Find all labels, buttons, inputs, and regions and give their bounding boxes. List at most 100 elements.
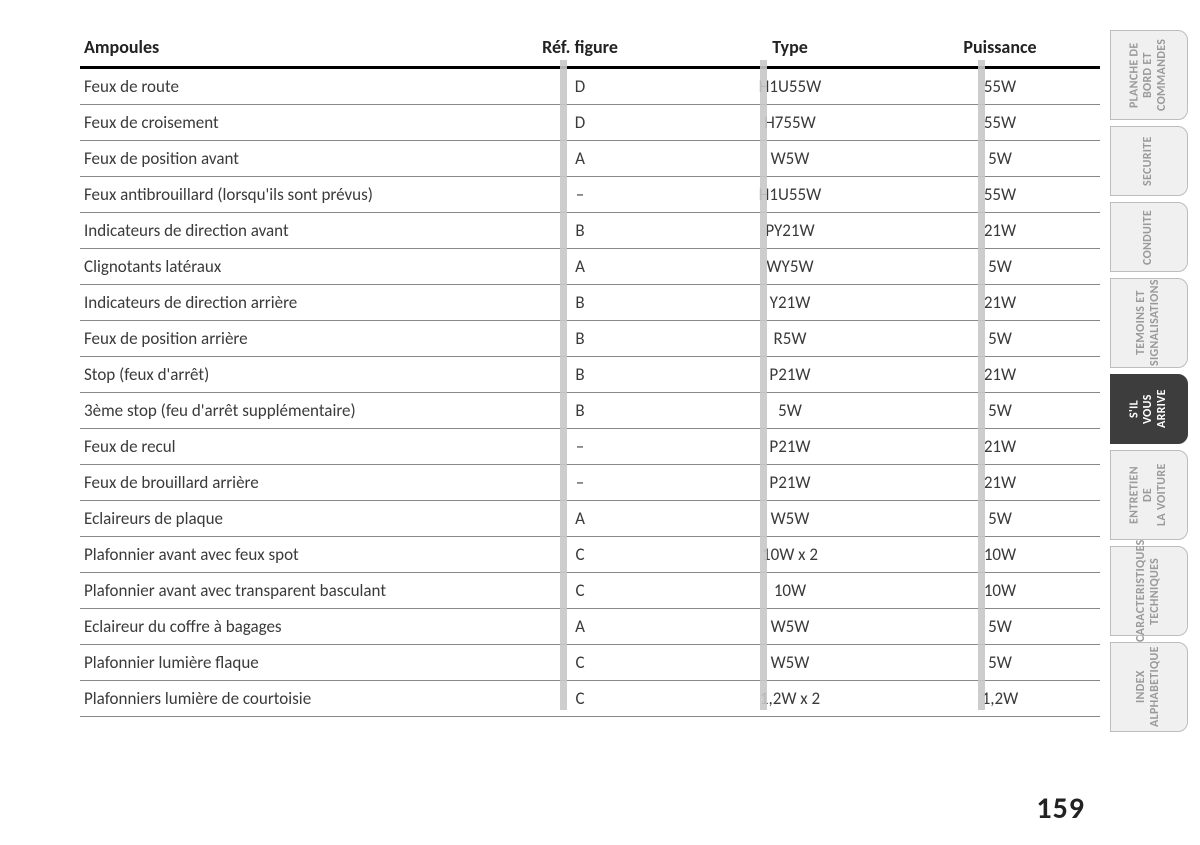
cell-ampoule: Plafonniers lumière de courtoisie <box>80 681 480 717</box>
section-tab[interactable]: TEMOINS ET SIGNALISATIONS <box>1110 278 1188 368</box>
cell-puissance: 21W <box>900 465 1100 501</box>
cell-ampoule: Plafonnier avant avec transparent bascul… <box>80 573 480 609</box>
cell-ref: B <box>480 213 680 249</box>
cell-ref: D <box>480 68 680 105</box>
cell-ref: B <box>480 321 680 357</box>
table-row: Feux de brouillard arrière–P21W21W <box>80 465 1100 501</box>
table-row: Feux antibrouillard (lorsqu'ils sont pré… <box>80 177 1100 213</box>
cell-ref: C <box>480 645 680 681</box>
table-row: Indicateurs de direction avantBPY21W21W <box>80 213 1100 249</box>
bulbs-table: Ampoules Réf. figure Type Puissance Feux… <box>80 30 1100 717</box>
cell-ampoule: Indicateurs de direction avant <box>80 213 480 249</box>
cell-puissance: 5W <box>900 501 1100 537</box>
col-header-type: Type <box>680 30 900 68</box>
col-header-ampoules: Ampoules <box>80 30 480 68</box>
column-separator <box>978 60 985 710</box>
cell-ref: A <box>480 141 680 177</box>
section-tab[interactable]: PLANCHE DE BORD ET COMMANDES <box>1110 30 1188 120</box>
cell-puissance: 55W <box>900 177 1100 213</box>
table-row: Plafonnier avant avec feux spotC10W x 21… <box>80 537 1100 573</box>
cell-ampoule: Eclaireurs de plaque <box>80 501 480 537</box>
table-row: 3ème stop (feu d'arrêt supplémentaire)B 5… <box>80 393 1100 429</box>
cell-ref: A <box>480 249 680 285</box>
cell-puissance: 5W <box>900 141 1100 177</box>
table-row: Clignotants latérauxAWY5W5W <box>80 249 1100 285</box>
cell-puissance: 5W <box>900 249 1100 285</box>
cell-puissance: 21W <box>900 213 1100 249</box>
cell-puissance: 1,2W <box>900 681 1100 717</box>
cell-type: 1,2W x 2 <box>680 681 900 717</box>
table-row: Feux de routeDH1U55W55W <box>80 68 1100 105</box>
cell-type: P21W <box>680 429 900 465</box>
cell-ampoule: Stop (feux d'arrêt) <box>80 357 480 393</box>
table-body: Feux de routeDH1U55W55WFeux de croisemen… <box>80 68 1100 717</box>
cell-type: H1U55W <box>680 68 900 105</box>
cell-type: H1U55W <box>680 177 900 213</box>
table-row: Plafonnier lumière flaqueCW5W5W <box>80 645 1100 681</box>
cell-puissance: 10W <box>900 573 1100 609</box>
cell-type: 10W <box>680 573 900 609</box>
section-tab[interactable]: CONDUITE <box>1110 202 1188 272</box>
column-separator <box>760 60 767 710</box>
cell-ampoule: Plafonnier avant avec feux spot <box>80 537 480 573</box>
cell-ref: C <box>480 573 680 609</box>
cell-ampoule: Feux de route <box>80 68 480 105</box>
cell-type: W5W <box>680 609 900 645</box>
cell-type: W5W <box>680 645 900 681</box>
cell-puissance: 5W <box>900 393 1100 429</box>
cell-type: Y21W <box>680 285 900 321</box>
cell-puissance: 5W <box>900 321 1100 357</box>
cell-ref: A <box>480 501 680 537</box>
cell-type: WY5W <box>680 249 900 285</box>
cell-type: W5W <box>680 141 900 177</box>
table-row: Stop (feux d'arrêt)BP21W21W <box>80 357 1100 393</box>
table-row: Eclaireur du coffre à bagagesAW5W5W <box>80 609 1100 645</box>
cell-ampoule: Clignotants latéraux <box>80 249 480 285</box>
cell-type: PY21W <box>680 213 900 249</box>
table-row: Eclaireurs de plaqueAW5W5W <box>80 501 1100 537</box>
section-tab[interactable]: S'IL VOUS ARRIVE <box>1110 374 1188 444</box>
cell-ref: – <box>480 177 680 213</box>
cell-puissance: 21W <box>900 357 1100 393</box>
cell-puissance: 55W <box>900 105 1100 141</box>
cell-type: H755W <box>680 105 900 141</box>
cell-ampoule: Feux de brouillard arrière <box>80 465 480 501</box>
cell-puissance: 21W <box>900 429 1100 465</box>
cell-ref: C <box>480 537 680 573</box>
cell-type: W5W <box>680 501 900 537</box>
cell-puissance: 55W <box>900 68 1100 105</box>
table-header-row: Ampoules Réf. figure Type Puissance <box>80 30 1100 68</box>
cell-ampoule: Eclaireur du coffre à bagages <box>80 609 480 645</box>
side-tabs: PLANCHE DE BORD ET COMMANDESSECURITECOND… <box>1110 30 1188 732</box>
table-row: Feux de recul–P21W21W <box>80 429 1100 465</box>
page-number: 159 <box>1036 790 1085 827</box>
page-content: Ampoules Réf. figure Type Puissance Feux… <box>80 30 1100 717</box>
column-separator <box>560 60 567 710</box>
cell-ampoule: Feux de position arrière <box>80 321 480 357</box>
table-row: Indicateurs de direction arrièreBY21W21W <box>80 285 1100 321</box>
table-row: Feux de croisementDH755W55W <box>80 105 1100 141</box>
cell-ref: D <box>480 105 680 141</box>
table-row: Plafonniers lumière de courtoisieC1,2W x… <box>80 681 1100 717</box>
table-row: Feux de position avantAW5W5W <box>80 141 1100 177</box>
cell-ref: B <box>480 285 680 321</box>
cell-puissance: 5W <box>900 645 1100 681</box>
table-row: Plafonnier avant avec transparent bascul… <box>80 573 1100 609</box>
cell-type: 10W x 2 <box>680 537 900 573</box>
cell-ampoule: 3ème stop (feu d'arrêt supplémentaire) <box>80 393 480 429</box>
cell-ref: – <box>480 429 680 465</box>
section-tab[interactable]: SECURITE <box>1110 126 1188 196</box>
cell-ref: C <box>480 681 680 717</box>
cell-ref: A <box>480 609 680 645</box>
cell-ref: B <box>480 393 680 429</box>
cell-ampoule: Feux antibrouillard (lorsqu'ils sont pré… <box>80 177 480 213</box>
cell-type: R5W <box>680 321 900 357</box>
col-header-puissance: Puissance <box>900 30 1100 68</box>
cell-puissance: 21W <box>900 285 1100 321</box>
cell-ref: – <box>480 465 680 501</box>
section-tab[interactable]: INDEX ALPHABETIQUE <box>1110 642 1188 732</box>
section-tab[interactable]: ENTRETIEN DE LA VOITURE <box>1110 450 1188 540</box>
cell-type: P21W <box>680 465 900 501</box>
section-tab[interactable]: CARACTERISTIQUES TECHNIQUES <box>1110 546 1188 636</box>
cell-ampoule: Feux de position avant <box>80 141 480 177</box>
